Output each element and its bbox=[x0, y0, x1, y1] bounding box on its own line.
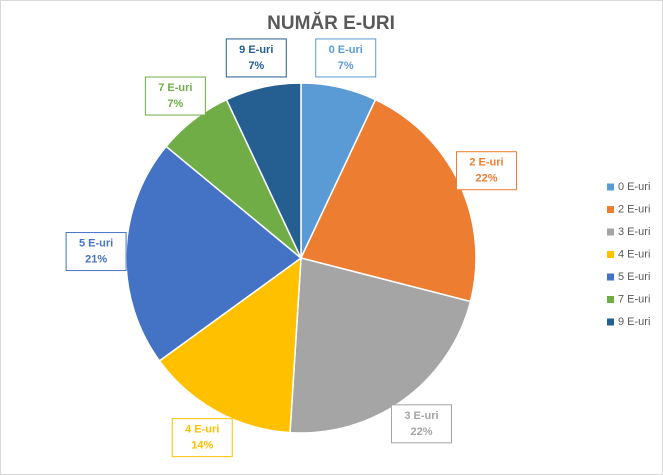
label-box bbox=[225, 38, 287, 78]
data-label-name: 7 E-uri bbox=[158, 82, 192, 94]
data-label-name: 3 E-uri bbox=[404, 410, 438, 422]
legend-swatch bbox=[607, 206, 614, 213]
data-label-name: 4 E-uri bbox=[185, 424, 219, 436]
label-box bbox=[144, 76, 206, 116]
data-label-value: 21% bbox=[85, 253, 107, 265]
data-label-name: 5 E-uri bbox=[79, 237, 113, 249]
data-label-name: 0 E-uri bbox=[329, 44, 363, 56]
legend-label: 5 E-uri bbox=[618, 271, 650, 283]
legend-label: 9 E-uri bbox=[618, 316, 650, 328]
data-label-value: 7% bbox=[248, 60, 264, 72]
pie-slice bbox=[158, 256, 302, 434]
label-box bbox=[315, 38, 377, 78]
label-box bbox=[390, 404, 452, 444]
legend-label: 0 E-uri bbox=[618, 181, 650, 193]
label-box bbox=[65, 232, 127, 272]
legend-swatch bbox=[607, 183, 614, 191]
legend-label: 3 E-uri bbox=[618, 226, 650, 238]
data-label-value: 7% bbox=[167, 98, 183, 110]
data-label-value: 22% bbox=[410, 426, 432, 438]
legend-swatch bbox=[607, 273, 614, 281]
data-label-value: 7% bbox=[338, 60, 354, 72]
label-box bbox=[455, 151, 517, 191]
pie-slice bbox=[289, 257, 472, 434]
label-box bbox=[171, 418, 233, 458]
data-label-value: 22% bbox=[475, 173, 497, 185]
pie-slice bbox=[225, 82, 302, 259]
legend-swatch bbox=[607, 251, 614, 258]
data-label-value: 14% bbox=[191, 440, 213, 452]
legend-label: 2 E-uri bbox=[618, 203, 650, 215]
legend-label: 7 E-uri bbox=[618, 293, 650, 305]
legend-label: 4 E-uri bbox=[618, 248, 650, 260]
chart-title: NUMĂR E-URI bbox=[267, 12, 395, 34]
data-label-name: 9 E-uri bbox=[239, 44, 273, 56]
data-label-name: 2 E-uri bbox=[469, 157, 503, 169]
legend-swatch bbox=[607, 228, 614, 236]
legend-swatch bbox=[607, 296, 614, 303]
legend-swatch bbox=[607, 318, 614, 326]
